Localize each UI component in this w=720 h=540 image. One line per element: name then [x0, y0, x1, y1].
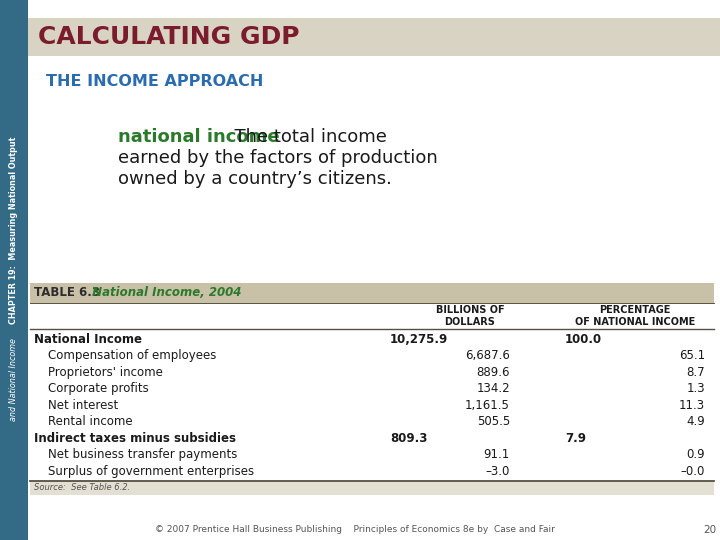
Text: THE INCOME APPROACH: THE INCOME APPROACH — [46, 75, 264, 90]
Text: 134.2: 134.2 — [477, 382, 510, 395]
Text: 20: 20 — [703, 525, 716, 535]
Text: Surplus of government enterprises: Surplus of government enterprises — [48, 465, 254, 478]
Text: 7.9: 7.9 — [565, 432, 586, 445]
Text: 1,161.5: 1,161.5 — [465, 399, 510, 411]
Text: –3.0: –3.0 — [485, 465, 510, 478]
Text: earned by the factors of production: earned by the factors of production — [118, 149, 438, 167]
Text: 6,687.6: 6,687.6 — [465, 349, 510, 362]
Text: 505.5: 505.5 — [477, 415, 510, 428]
Text: CHAPTER 19:  Measuring National Output: CHAPTER 19: Measuring National Output — [9, 136, 19, 323]
Text: The total income: The total income — [223, 128, 387, 146]
Text: national income: national income — [118, 128, 279, 146]
Bar — [0, 0, 28, 540]
Text: 11.3: 11.3 — [679, 399, 705, 411]
Text: 4.9: 4.9 — [686, 415, 705, 428]
Text: –0.0: –0.0 — [680, 465, 705, 478]
Text: 0.9: 0.9 — [686, 448, 705, 461]
Text: owned by a country’s citizens.: owned by a country’s citizens. — [118, 170, 392, 188]
Text: 889.6: 889.6 — [477, 366, 510, 379]
Text: BILLIONS OF
DOLLARS: BILLIONS OF DOLLARS — [436, 305, 504, 327]
Text: Net interest: Net interest — [48, 399, 118, 411]
Text: Rental income: Rental income — [48, 415, 132, 428]
Text: © 2007 Prentice Hall Business Publishing    Principles of Economics 8e by  Case : © 2007 Prentice Hall Business Publishing… — [155, 525, 555, 535]
Text: 91.1: 91.1 — [484, 448, 510, 461]
Text: 65.1: 65.1 — [679, 349, 705, 362]
Text: Proprietors' income: Proprietors' income — [48, 366, 163, 379]
Text: Net business transfer payments: Net business transfer payments — [48, 448, 238, 461]
Text: and National Income: and National Income — [9, 339, 19, 421]
Text: 10,275.9: 10,275.9 — [390, 333, 449, 346]
Bar — [28, 18, 720, 56]
Text: Source:  See Table 6.2.: Source: See Table 6.2. — [34, 483, 130, 492]
Text: Indirect taxes minus subsidies: Indirect taxes minus subsidies — [34, 432, 236, 445]
Text: National Income, 2004: National Income, 2004 — [84, 287, 241, 300]
Text: 8.7: 8.7 — [686, 366, 705, 379]
Text: 1.3: 1.3 — [686, 382, 705, 395]
Text: 100.0: 100.0 — [565, 333, 602, 346]
Text: CALCULATING GDP: CALCULATING GDP — [38, 25, 300, 49]
Text: Corporate profits: Corporate profits — [48, 382, 149, 395]
Bar — [30, 283, 714, 303]
Bar — [30, 481, 714, 495]
Text: 809.3: 809.3 — [390, 432, 428, 445]
Text: National Income: National Income — [34, 333, 142, 346]
Text: PERCENTAGE
OF NATIONAL INCOME: PERCENTAGE OF NATIONAL INCOME — [575, 305, 695, 327]
Text: Compensation of employees: Compensation of employees — [48, 349, 217, 362]
Text: TABLE 6.3: TABLE 6.3 — [34, 287, 100, 300]
